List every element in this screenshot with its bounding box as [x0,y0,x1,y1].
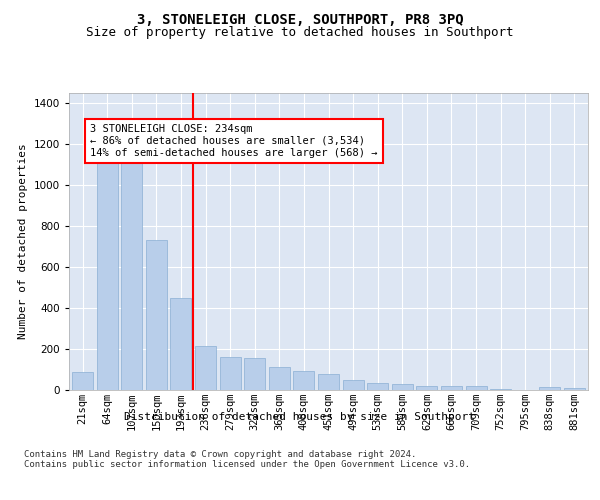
Bar [416,386,437,390]
Bar [490,389,511,390]
Bar [244,358,265,390]
Bar [220,357,241,390]
Bar [269,368,290,390]
Bar [392,384,413,390]
Bar [367,383,388,390]
Bar [146,240,167,390]
Text: 3, STONELEIGH CLOSE, SOUTHPORT, PR8 3PQ: 3, STONELEIGH CLOSE, SOUTHPORT, PR8 3PQ [137,12,463,26]
Bar [539,387,560,390]
Bar [318,374,339,390]
Bar [170,298,191,390]
Text: 3 STONELEIGH CLOSE: 234sqm
← 86% of detached houses are smaller (3,534)
14% of s: 3 STONELEIGH CLOSE: 234sqm ← 86% of deta… [90,124,377,158]
Bar [97,156,118,390]
Bar [293,370,314,390]
Text: Distribution of detached houses by size in Southport: Distribution of detached houses by size … [125,412,476,422]
Bar [441,386,462,390]
Bar [72,372,93,390]
Bar [195,346,216,390]
Text: Contains HM Land Registry data © Crown copyright and database right 2024.
Contai: Contains HM Land Registry data © Crown c… [24,450,470,469]
Y-axis label: Number of detached properties: Number of detached properties [18,144,28,339]
Text: Size of property relative to detached houses in Southport: Size of property relative to detached ho… [86,26,514,39]
Bar [466,386,487,390]
Bar [564,388,585,390]
Bar [121,156,142,390]
Bar [343,380,364,390]
